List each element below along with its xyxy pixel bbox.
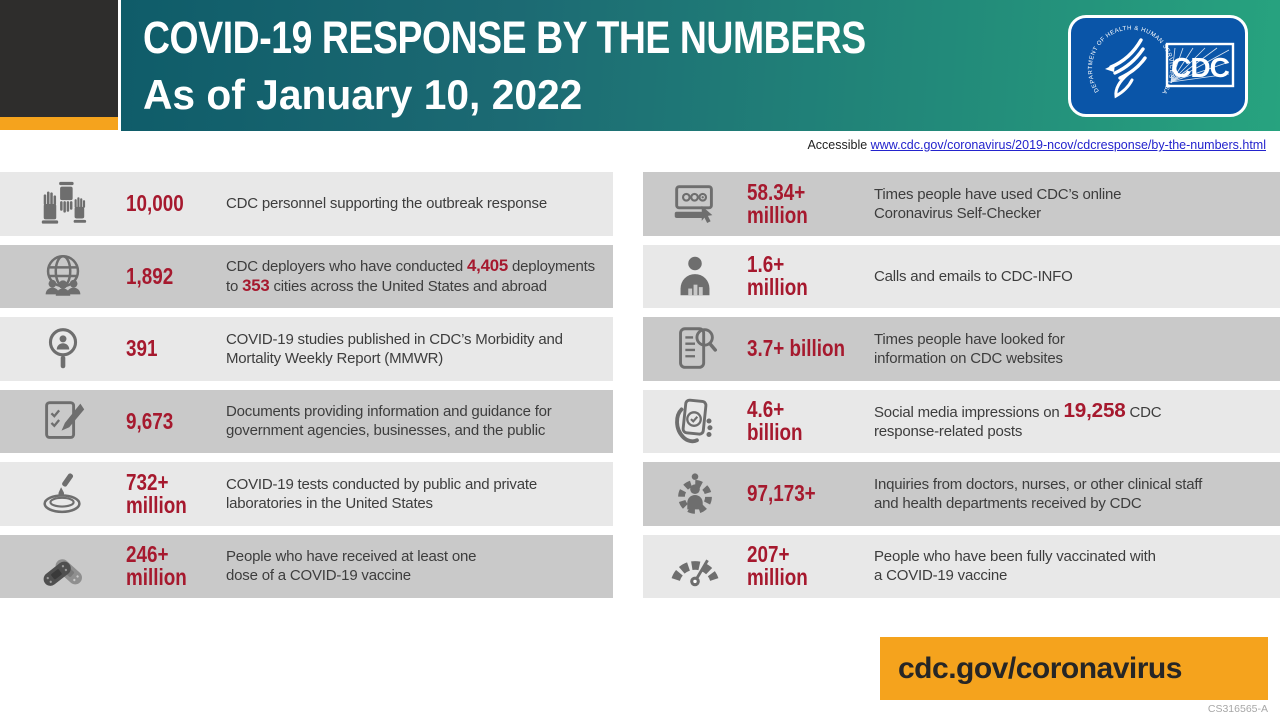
stat-description: Times people have used CDC’s online Coro… [874, 185, 1122, 222]
stat-value: 58.34+ [747, 178, 806, 205]
petri-dish-test-icon [0, 467, 126, 521]
stats-column-right: 58.34+ million Times people have used CD… [643, 172, 1280, 598]
cdc-rays [1170, 47, 1230, 83]
stat-row-first-dose: 246+ million People who have received at… [0, 534, 613, 598]
stat-description: CDC personnel supporting the outbreak re… [226, 195, 547, 213]
cdc-logo: DEPARTMENT OF HEALTH & HUMAN SERVICES US… [1068, 15, 1248, 117]
stat-description: People who have received at least one do… [226, 548, 477, 585]
stat-unit: billion [747, 419, 803, 446]
hhs-eagle-icon [1109, 38, 1147, 99]
stat-value: 732+ [126, 468, 169, 495]
phone-check-icon [643, 394, 747, 448]
corner-dark-block [0, 0, 118, 117]
cdc-url-text: cdc.gov/coronavirus [898, 651, 1182, 685]
person-gear-icon [643, 467, 747, 521]
stat-row-personnel: 10,000 CDC personnel supporting the outb… [0, 172, 613, 236]
hhs-agency-arc-text: DEPARTMENT OF HEALTH & HUMAN SERVICES US… [1088, 26, 1174, 95]
accessible-url-link[interactable]: www.cdc.gov/coronavirus/2019-ncov/cdcres… [870, 138, 1266, 152]
stat-description: Documents providing information and guid… [226, 403, 552, 440]
stat-description: Inquiries from doctors, nurses, or other… [874, 475, 1203, 512]
stat-value: 207+ [747, 541, 790, 568]
stat-row-self-checker: 58.34+ million Times people have used CD… [643, 172, 1280, 236]
page-subtitle: As of January 10, 2022 [143, 71, 583, 118]
stat-value: 3.7+ billion [747, 335, 846, 362]
stat-value: 4.6+ [747, 396, 785, 423]
accessible-line: Accessible www.cdc.gov/coronavirus/2019-… [807, 138, 1266, 152]
document-id: CS316565-A [1207, 703, 1268, 715]
stat-description: CDC deployers who have conducted 4,405 d… [226, 256, 595, 296]
document-pen-icon [0, 394, 126, 448]
stat-row-guidance-documents: 9,673 Documents providing information an… [0, 389, 613, 453]
search-person-icon [0, 322, 126, 376]
stat-value: 10,000 [126, 190, 184, 217]
accessible-label: Accessible [807, 138, 868, 152]
stat-row-mmwr-studies: 391 COVID-19 studies published in CDC’s … [0, 317, 613, 381]
cdc-url-banner: cdc.gov/coronavirus [880, 637, 1268, 700]
helping-hands-icon [0, 177, 126, 231]
gauge-icon [643, 539, 747, 593]
stat-row-cdc-info: 1.6+ million Calls and emails to CDC-INF… [643, 244, 1280, 308]
stat-description: Calls and emails to CDC-INFO [874, 267, 1073, 285]
cdc-wordmark: CDC [1171, 52, 1229, 83]
stat-unit: million [747, 201, 808, 228]
stat-row-fully-vaccinated: 207+ million People who have been fully … [643, 534, 1280, 598]
stat-description: Times people have looked for information… [874, 330, 1065, 367]
stat-row-website-visits: 3.7+ billion Times people have looked fo… [643, 317, 1280, 381]
self-checker-screen-icon [643, 177, 747, 231]
stat-description: Social media impressions on 19,258 CDC r… [874, 399, 1162, 441]
stat-unit: million [126, 491, 187, 518]
stat-row-deployers: 1,892 CDC deployers who have conducted 4… [0, 244, 613, 308]
stat-value: 1.6+ [747, 251, 785, 278]
globe-people-icon [0, 249, 126, 303]
svg-text:DEPARTMENT OF HEALTH & HUMAN S: DEPARTMENT OF HEALTH & HUMAN SERVICES US… [1088, 26, 1174, 95]
stats-column-left: 10,000 CDC personnel supporting the outb… [0, 172, 613, 598]
stat-value: 246+ [126, 541, 169, 568]
stat-description: COVID-19 tests conducted by public and p… [226, 475, 537, 512]
stat-description: COVID-19 studies published in CDC’s Morb… [226, 330, 563, 367]
stat-value: 391 [126, 335, 158, 362]
stat-value: 9,673 [126, 407, 174, 434]
stat-unit: million [747, 274, 808, 301]
stat-row-tests: 732+ million COVID-19 tests conducted by… [0, 462, 613, 526]
stat-row-social-media: 4.6+ billion Social media impressions on… [643, 389, 1280, 453]
vaccine-bandage-icon [0, 539, 126, 593]
stat-unit: million [747, 564, 808, 591]
stat-value: 97,173+ [747, 480, 816, 507]
stat-description: People who have been fully vaccinated wi… [874, 548, 1156, 585]
stat-row-clinical-inquiries: 97,173+ Inquiries from doctors, nurses, … [643, 462, 1280, 526]
phone-search-icon [643, 322, 747, 376]
page-title: COVID-19 RESPONSE BY THE NUMBERS [143, 12, 866, 63]
corner-orange-strip [0, 117, 118, 130]
stat-unit: million [126, 564, 187, 591]
stat-value: 1,892 [126, 262, 174, 289]
person-chart-icon [643, 249, 747, 303]
